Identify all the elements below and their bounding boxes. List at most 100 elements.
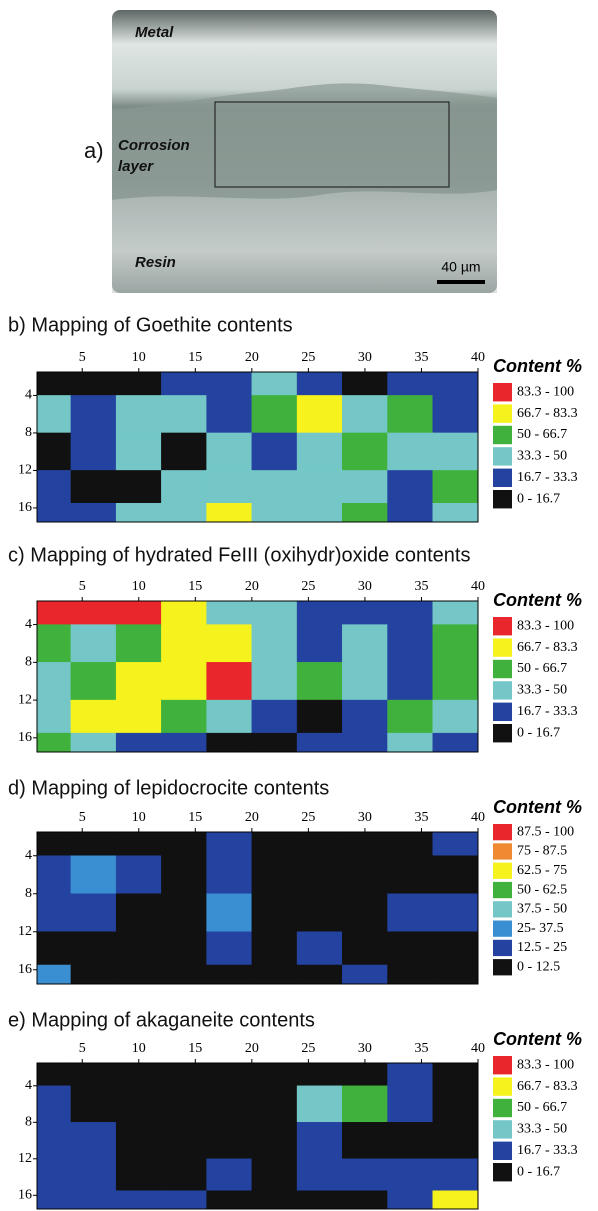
map-cell <box>70 432 117 471</box>
legend-swatch <box>493 824 512 841</box>
map-cell <box>432 503 479 523</box>
map-cell <box>161 1062 207 1087</box>
map-cell <box>387 432 434 471</box>
map-cell <box>36 432 72 471</box>
map-cell <box>387 624 434 663</box>
legend-swatch <box>493 1141 512 1160</box>
legend-label: 83.3 - 100 <box>517 384 574 399</box>
map-cell <box>161 371 207 396</box>
x-tick-label: 40 <box>471 579 485 594</box>
legend-swatch <box>493 724 512 743</box>
map-cell <box>36 699 72 734</box>
map-cell <box>115 371 162 396</box>
map-cell <box>432 1158 479 1191</box>
map-cell <box>161 1190 207 1210</box>
x-tick-label: 15 <box>188 1041 202 1056</box>
map-cell <box>206 855 253 894</box>
map-cell <box>387 1190 434 1210</box>
map-cell <box>161 600 207 625</box>
x-tick-label: 30 <box>358 1041 372 1056</box>
legend-label: 50 - 66.7 <box>517 427 567 442</box>
map-cell <box>115 732 162 753</box>
map-cell <box>115 964 162 985</box>
zoom-box <box>214 101 450 188</box>
map-cell <box>251 699 298 734</box>
legend-swatch <box>493 901 512 918</box>
legend-label: 66.7 - 83.3 <box>517 406 578 421</box>
map-cell <box>161 624 207 663</box>
map-cell <box>296 662 343 701</box>
map-cell <box>296 371 343 396</box>
label-resin: Resin <box>135 254 176 271</box>
legend-label: 83.3 - 100 <box>517 1057 574 1072</box>
map-cell <box>342 831 388 856</box>
plot-frame <box>36 371 479 523</box>
legend-label: 37.5 - 50 <box>517 902 567 917</box>
map-cell <box>342 1122 388 1160</box>
map-cell <box>432 1062 479 1087</box>
map-cell <box>296 503 343 523</box>
x-tick-label: 40 <box>471 810 485 825</box>
map-cell <box>36 931 72 966</box>
legend-title: Content % <box>493 356 582 376</box>
map-cell <box>161 1122 207 1160</box>
map-cell <box>36 624 72 663</box>
map-cell <box>342 1190 388 1210</box>
y-tick-label: 8 <box>25 655 32 670</box>
y-tick-label: 12 <box>18 463 32 478</box>
x-tick-label: 10 <box>132 1041 146 1056</box>
map-cell <box>70 1122 117 1160</box>
map-cell <box>36 662 72 701</box>
map-cell <box>70 732 117 753</box>
legend-swatch <box>493 920 512 937</box>
map-cell <box>432 624 479 663</box>
map-cell <box>206 893 253 932</box>
map-cell <box>115 699 162 734</box>
map-cell <box>36 470 72 504</box>
plot-frame <box>36 1062 479 1210</box>
map-cell <box>115 662 162 701</box>
x-tick-label: 20 <box>245 1041 259 1056</box>
map-cell <box>432 1122 479 1160</box>
map-cell <box>115 1158 162 1191</box>
map-cell <box>342 600 388 625</box>
legend-swatch <box>493 881 512 899</box>
map-cell <box>432 831 479 856</box>
map-cell <box>161 503 207 523</box>
map-cell <box>387 964 434 985</box>
x-tick-label: 25 <box>301 810 315 825</box>
map-cell <box>251 931 298 966</box>
map-cell <box>70 831 117 856</box>
map-cell <box>206 662 253 701</box>
map-cell <box>251 1062 298 1087</box>
map-cell <box>296 1062 343 1087</box>
y-tick-label: 4 <box>25 1078 32 1093</box>
map-cell <box>115 470 162 504</box>
scale-bar <box>437 280 485 284</box>
map-cell <box>342 893 388 932</box>
map-cell <box>161 1085 207 1123</box>
map-cell <box>36 855 72 894</box>
map-cell <box>251 395 298 434</box>
map-cell <box>342 503 388 523</box>
x-tick-label: 20 <box>245 350 259 365</box>
map-cell <box>206 1062 253 1087</box>
map-cell <box>115 395 162 434</box>
x-tick-label: 25 <box>301 579 315 594</box>
map-cell <box>70 893 117 932</box>
map-cell <box>342 395 388 434</box>
map-cell <box>296 893 343 932</box>
map-cell <box>36 395 72 434</box>
legend-swatch <box>493 404 512 423</box>
map-cell <box>70 1158 117 1191</box>
map-cell <box>251 470 298 504</box>
legend-label: 66.7 - 83.3 <box>517 640 578 655</box>
map-cell <box>251 1122 298 1160</box>
legend-swatch <box>493 659 512 679</box>
legend-swatch <box>493 1098 512 1118</box>
map-cell <box>161 662 207 701</box>
map-cell <box>296 600 343 625</box>
label-corrosion: Corrosion <box>118 137 190 154</box>
contour-map <box>36 831 479 985</box>
map-cell <box>432 600 479 625</box>
